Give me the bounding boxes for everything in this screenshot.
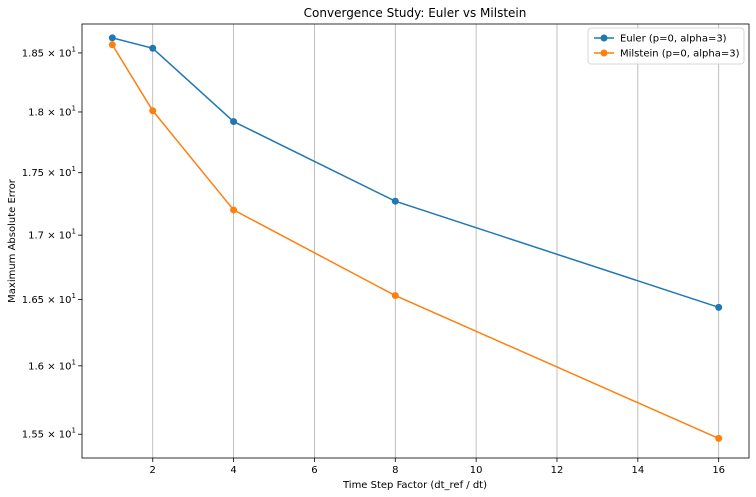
y-tick-label: 1.75 × 101 <box>22 165 76 179</box>
y-tick-times: × <box>44 48 59 59</box>
x-tick-label: 12 <box>551 465 564 476</box>
y-tick-exponent: 1 <box>72 165 76 173</box>
y-tick-label: 1.7 × 101 <box>28 228 76 242</box>
y-tick-times: × <box>44 295 59 306</box>
x-tick-label: 6 <box>311 465 317 476</box>
y-tick-exponent: 1 <box>72 358 76 366</box>
plot-frame <box>81 23 750 459</box>
y-tick-times: × <box>44 361 59 372</box>
data-point <box>230 118 238 126</box>
data-point <box>149 44 157 52</box>
y-tick-mantissa: 1.75 <box>22 168 44 179</box>
x-tick-label: 14 <box>631 465 644 476</box>
x-tick-label: 10 <box>470 465 483 476</box>
y-tick-mantissa: 1.85 <box>22 48 44 59</box>
y-tick-label: 1.55 × 101 <box>22 427 76 441</box>
y-tick-label: 1.65 × 101 <box>22 292 76 306</box>
x-tick-label: 2 <box>150 465 156 476</box>
grid-layer <box>152 24 720 458</box>
y-tick-base: 10 <box>59 48 72 59</box>
y-tick-times: × <box>44 107 59 118</box>
y-tick-times: × <box>44 231 59 242</box>
y-tick-base: 10 <box>59 295 72 306</box>
data-point <box>715 434 723 442</box>
y-tick-base: 10 <box>59 231 72 242</box>
data-point <box>391 292 399 300</box>
x-tick-label: 16 <box>712 465 725 476</box>
legend: Euler (p=0, alpha=3) Milstein (p=0, alpha… <box>587 27 745 65</box>
data-point <box>108 41 116 49</box>
y-tick-mantissa: 1.6 <box>28 361 44 372</box>
data-point <box>230 206 238 214</box>
legend-marker <box>600 49 608 57</box>
y-tick-exponent: 1 <box>72 292 76 300</box>
y-tick-base: 10 <box>59 168 72 179</box>
data-point <box>149 107 157 115</box>
legend-label: Euler (p=0, alpha=3) <box>620 34 727 45</box>
data-point <box>108 34 116 42</box>
y-tick-times: × <box>44 430 59 441</box>
y-tick-label: 1.6 × 101 <box>28 358 76 372</box>
legend-marker <box>600 34 608 42</box>
y-tick-label: 1.8 × 101 <box>28 104 76 118</box>
y-tick-exponent: 1 <box>72 228 76 236</box>
y-tick-base: 10 <box>59 361 72 372</box>
y-tick-mantissa: 1.7 <box>28 231 44 242</box>
series-line <box>111 44 719 440</box>
y-tick-exponent: 1 <box>72 104 76 112</box>
y-tick-label: 1.85 × 101 <box>22 45 76 59</box>
y-tick-times: × <box>44 168 59 179</box>
x-tick-label: 8 <box>392 465 398 476</box>
y-axis-title: Maximum Absolute Error <box>7 178 18 303</box>
y-tick-exponent: 1 <box>72 45 76 53</box>
legend-box <box>587 27 745 65</box>
y-tick-mantissa: 1.55 <box>22 430 44 441</box>
data-point <box>715 303 723 311</box>
y-tick-mantissa: 1.65 <box>22 295 44 306</box>
chart-title: Convergence Study: Euler vs Milstein <box>304 6 527 20</box>
y-tick-base: 10 <box>59 107 72 118</box>
y-tick-exponent: 1 <box>72 427 76 435</box>
y-tick-base: 10 <box>59 430 72 441</box>
series-layer <box>108 34 723 442</box>
y-tick-mantissa: 1.8 <box>28 107 44 118</box>
data-point <box>391 197 399 205</box>
x-tick-label: 4 <box>230 465 236 476</box>
x-axis-title: Time Step Factor (dt_ref / dt) <box>342 480 487 491</box>
legend-label: Milstein (p=0, alpha=3) <box>620 49 740 60</box>
